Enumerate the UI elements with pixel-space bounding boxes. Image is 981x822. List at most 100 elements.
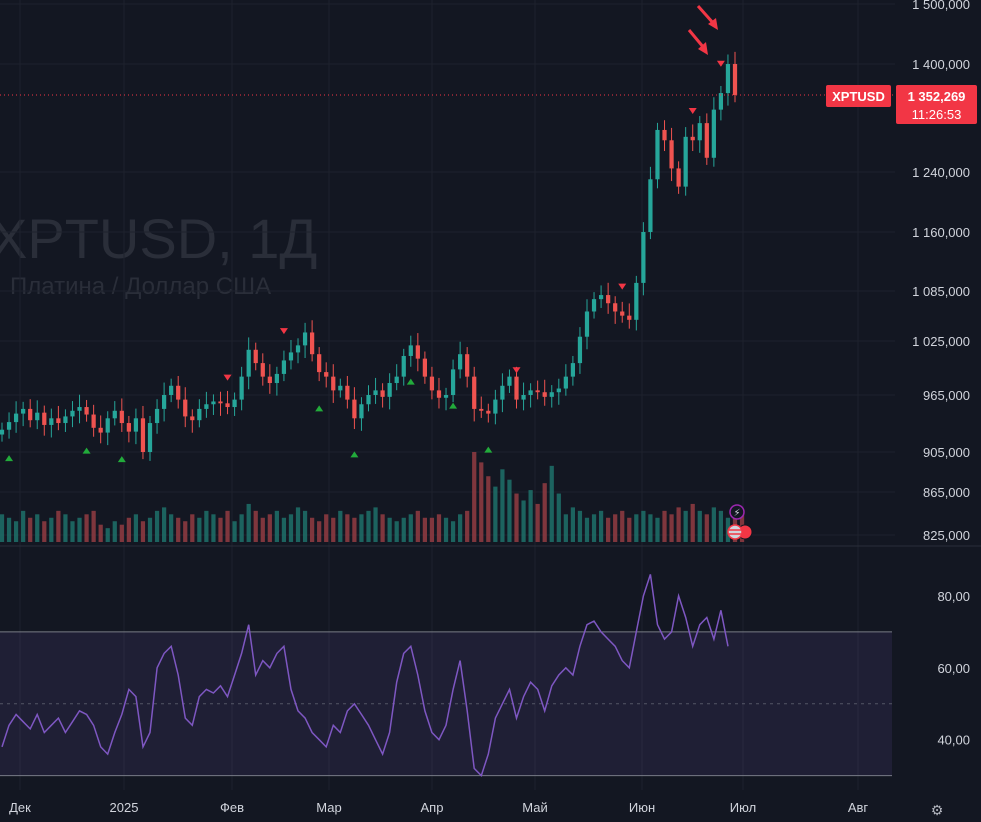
time-tick-label: Мар — [316, 800, 341, 815]
time-tick-label: Апр — [421, 800, 444, 815]
settings-gear-icon[interactable]: ⚙ — [931, 803, 944, 819]
candle-body — [690, 136, 695, 141]
candle-body — [380, 390, 385, 397]
volume-bar — [63, 514, 68, 542]
volume-bar — [598, 510, 604, 542]
volume-bar — [338, 510, 343, 542]
candle-body — [176, 385, 181, 400]
buy-signal-marker — [449, 402, 458, 409]
price-tick-label: 905,000 — [923, 445, 970, 460]
candle-body — [669, 140, 674, 169]
volume-bar — [232, 521, 237, 542]
volume-bar — [42, 521, 47, 542]
candle-body — [479, 408, 484, 411]
volume-bar — [133, 514, 139, 542]
candle-body — [140, 418, 146, 452]
candle-body — [204, 404, 209, 409]
candle-body — [521, 395, 526, 400]
candle-body — [281, 360, 287, 374]
volume-bar — [274, 510, 279, 542]
volume-bar — [105, 528, 110, 542]
candle-body — [225, 403, 230, 408]
volume-bar — [443, 517, 449, 542]
last-price-tag — [896, 85, 977, 124]
volume-bar — [542, 483, 547, 542]
candle-body — [472, 376, 477, 409]
volume-bar — [584, 517, 590, 542]
candle-body — [556, 388, 561, 393]
price-axis[interactable]: 1 500,000 1 400,000 1 240,000 1 160,000 1 08… — [912, 0, 970, 543]
time-axis[interactable]: Дек 2025 Фев Мар Апр Май Июн Июл Авг — [9, 800, 868, 815]
candle-body — [387, 383, 392, 397]
volume-bar — [458, 514, 463, 542]
sell-signal-marker — [279, 328, 288, 335]
volume-bar — [239, 514, 244, 542]
volume-bar — [514, 493, 519, 542]
volume-bar — [606, 517, 611, 542]
volume-bar — [669, 514, 674, 542]
candle-body — [0, 429, 5, 435]
volume-bar — [56, 510, 61, 542]
candle-body — [218, 401, 223, 404]
candle-body — [676, 168, 681, 187]
volume-bar — [641, 510, 646, 542]
candle-body — [655, 129, 660, 180]
event-flag-icon[interactable] — [727, 524, 753, 540]
candle-body — [274, 373, 279, 384]
volume-bar — [493, 486, 498, 542]
time-tick-label: Фев — [220, 800, 244, 815]
volume-bar — [28, 517, 33, 542]
price-tick-label: 1 160,000 — [912, 225, 970, 240]
volume-bar — [161, 507, 167, 542]
candle-body — [331, 376, 336, 391]
candle-body — [634, 282, 639, 320]
volume-bar — [147, 517, 153, 542]
volume-bar — [465, 510, 470, 542]
volume-bar — [225, 510, 230, 542]
volume-bar — [197, 517, 202, 542]
candle-body — [232, 399, 237, 408]
volume-bar — [500, 469, 505, 542]
signal-markers — [5, 60, 725, 463]
candle-body — [627, 315, 632, 320]
volume-bar — [429, 517, 435, 542]
volume-bar — [352, 517, 357, 542]
rsi-axis[interactable]: 80,00 60,00 40,00 — [937, 589, 970, 748]
candle-body — [662, 129, 667, 141]
candle-body — [542, 392, 547, 397]
candle-body — [133, 418, 139, 432]
watermark-title: XPTUSD, 1Д — [0, 207, 317, 270]
volume-bar — [0, 514, 5, 542]
candle-body — [147, 423, 153, 452]
time-tick-label: Июн — [629, 800, 655, 815]
volume-bar — [35, 514, 40, 542]
candle-body — [310, 332, 315, 355]
volume-bar — [690, 503, 695, 542]
volume-bar — [373, 507, 378, 542]
volume-bar — [563, 514, 568, 542]
volume-bar — [591, 514, 597, 542]
volume-bar — [450, 521, 456, 542]
volume-bar — [655, 517, 660, 542]
candle-body — [718, 93, 724, 110]
price-tick-label: 825,000 — [923, 528, 970, 543]
candle-body — [190, 416, 195, 421]
candle-body — [161, 395, 167, 409]
candle-body — [373, 390, 378, 395]
candle-body — [35, 412, 40, 421]
time-tick-label: Дек — [9, 800, 31, 815]
event-lightning-icon[interactable]: ⚡ — [729, 504, 745, 520]
buy-signal-marker — [82, 447, 91, 454]
candle-body — [126, 423, 131, 432]
candle-body — [49, 418, 54, 425]
volume-bar — [570, 507, 576, 542]
volume-bar — [126, 517, 131, 542]
candle-body — [288, 352, 294, 361]
rsi-band — [0, 545, 981, 777]
candle-body — [42, 412, 47, 425]
candle-body — [436, 390, 442, 398]
volume-bars — [0, 452, 745, 542]
volume-bar — [281, 517, 287, 542]
